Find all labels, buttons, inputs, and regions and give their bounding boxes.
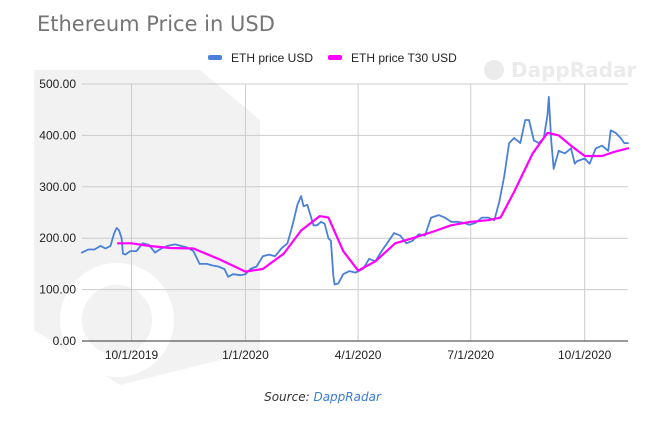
x-tick-label: 4/1/2020 — [335, 348, 382, 362]
y-axis-ticks: 0.00 100.00 200.00 300.00 400.00 500.00 — [39, 77, 76, 348]
chart-title: Ethereum Price in USD — [37, 12, 275, 36]
legend-swatch — [328, 55, 342, 60]
watermark: DappRadar — [34, 58, 636, 385]
legend-swatch — [208, 55, 222, 60]
x-tick-label: 10/1/2019 — [105, 348, 159, 362]
x-tick-label: 7/1/2020 — [447, 348, 494, 362]
series-group — [81, 96, 630, 286]
grid — [82, 83, 628, 341]
legend-label: ETH price T30 USD — [351, 51, 457, 65]
watermark-logo-icon — [484, 60, 504, 80]
y-tick-label: 0.00 — [53, 334, 77, 348]
legend-label: ETH price USD — [231, 51, 313, 65]
y-tick-label: 500.00 — [39, 77, 76, 91]
y-tick-label: 200.00 — [39, 231, 76, 245]
series-line-eth-price-t30 — [116, 131, 630, 273]
x-tick-label: 1/1/2020 — [222, 348, 269, 362]
legend: ETH price USD ETH price T30 USD — [208, 51, 457, 65]
watermark-logo-ring — [60, 263, 174, 377]
x-axis-ticks: 10/1/2019 1/1/2020 4/1/2020 7/1/2020 10/1/20… — [105, 348, 612, 362]
source-link[interactable]: DappRadar — [313, 390, 381, 404]
y-tick-label: 400.00 — [39, 128, 76, 142]
x-tick-label: 10/1/2020 — [558, 348, 612, 362]
watermark-text: DappRadar — [511, 58, 636, 82]
y-tick-label: 300.00 — [39, 180, 76, 194]
y-tick-label: 100.00 — [39, 283, 76, 297]
source-caption: Source: DappRadar — [0, 390, 645, 404]
source-label: Source: — [264, 390, 310, 404]
watermark-shape — [34, 70, 260, 385]
